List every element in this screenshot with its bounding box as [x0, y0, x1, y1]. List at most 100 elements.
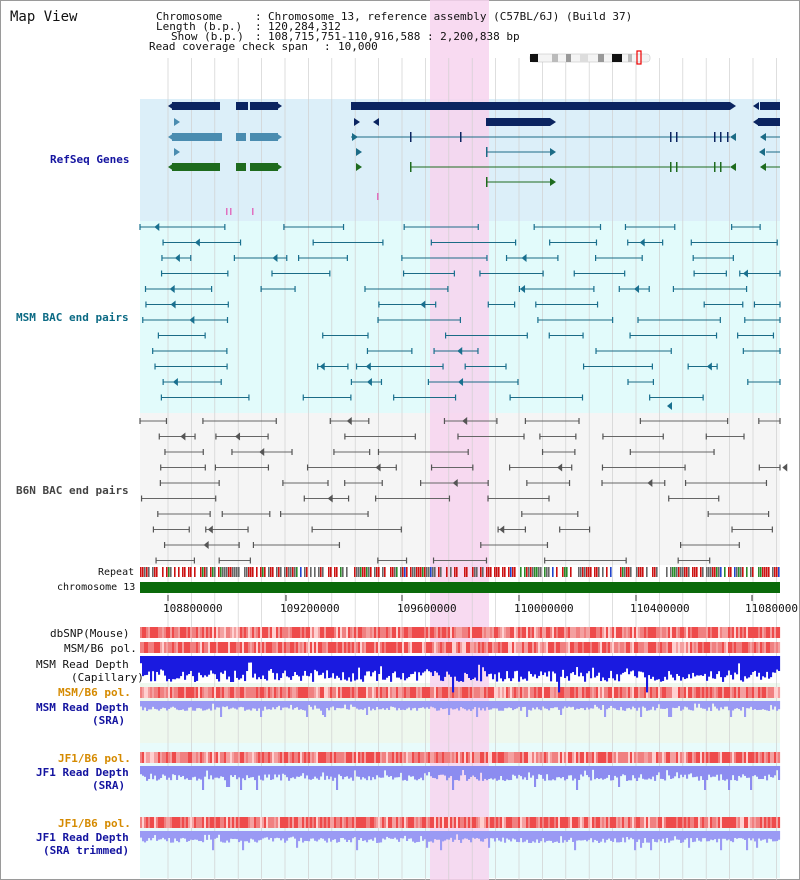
- polymorphism-cell: [744, 687, 747, 698]
- repeat-element: [766, 567, 768, 577]
- polymorphism-cell: [378, 642, 381, 653]
- polymorphism-cell: [230, 752, 233, 763]
- repeat-element: [496, 567, 498, 577]
- read-depth-bar: [494, 656, 497, 675]
- read-depth-bar: [600, 766, 603, 779]
- polymorphism-cell: [214, 752, 217, 763]
- read-depth-bar: [738, 766, 741, 776]
- read-depth-bar: [662, 656, 665, 682]
- track-label-b6n-bac[interactable]: B6N BAC end pairs: [16, 484, 129, 497]
- polymorphism-cell: [758, 817, 761, 828]
- read-depth-bar: [674, 831, 677, 837]
- read-depth-bar: [442, 701, 445, 710]
- polymorphism-cell: [514, 817, 517, 828]
- polymorphism-cell: [440, 642, 443, 653]
- read-depth-bar: [732, 701, 735, 711]
- read-depth-bar: [708, 766, 711, 775]
- read-depth-bar: [320, 831, 323, 839]
- track-label-msm-b6-pol[interactable]: MSM/B6 pol.: [64, 642, 137, 655]
- polymorphism-cell: [446, 642, 449, 653]
- repeat-element: [264, 567, 266, 577]
- polymorphism-cell: [226, 687, 229, 698]
- track-label-msm-depth-capillary[interactable]: MSM Read Depth: [36, 658, 129, 671]
- polymorphism-cell: [398, 752, 401, 763]
- read-depth-bar: [662, 766, 665, 780]
- read-depth-bar: [524, 701, 527, 707]
- read-depth-bar: [606, 701, 609, 710]
- polymorphism-cell: [196, 687, 199, 698]
- polymorphism-cell: [622, 687, 625, 698]
- polymorphism-cell: [412, 627, 415, 638]
- strand-arrow: [168, 163, 174, 171]
- read-depth-bar: [158, 831, 161, 840]
- track-label-refseq[interactable]: RefSeq Genes: [50, 153, 130, 166]
- read-depth-bar: [576, 831, 579, 841]
- track-label-msm-depth-sra[interactable]: MSM Read Depth: [36, 701, 129, 714]
- polymorphism-cell: [556, 627, 559, 638]
- track-label-jf1-depth-trimmed[interactable]: JF1 Read Depth: [36, 831, 129, 844]
- polymorphism-cell: [224, 627, 227, 638]
- polymorphism-cell: [162, 627, 165, 638]
- read-depth-bar: [230, 656, 233, 682]
- polymorphism-cell: [510, 627, 513, 638]
- polymorphism-cell: [350, 752, 353, 763]
- read-depth-bar: [204, 701, 207, 711]
- polymorphism-cell: [418, 687, 421, 698]
- read-depth-bar: [488, 701, 491, 710]
- read-depth-bar: [446, 701, 449, 709]
- polymorphism-cell: [396, 687, 399, 698]
- polymorphism-cell: [622, 642, 625, 653]
- track-label-msm-b6-pol-2[interactable]: MSM/B6 pol.: [58, 686, 131, 699]
- polymorphism-cell: [494, 687, 497, 698]
- read-depth-bar: [150, 831, 153, 841]
- repeat-element: [232, 567, 234, 577]
- polymorphism-cell: [304, 687, 307, 698]
- polymorphism-cell: [554, 817, 557, 828]
- track-label-dbsnp[interactable]: dbSNP(Mouse): [50, 627, 130, 640]
- polymorphism-cell: [424, 817, 427, 828]
- polymorphism-cell: [576, 627, 579, 638]
- polymorphism-cell: [770, 627, 773, 638]
- polymorphism-cell: [634, 817, 637, 828]
- polymorphism-cell: [450, 687, 453, 698]
- polymorphism-cell: [252, 817, 255, 828]
- track-label-msm-bac[interactable]: MSM BAC end pairs: [16, 311, 129, 324]
- repeat-element: [626, 567, 628, 577]
- read-depth-bar: [642, 701, 645, 707]
- polymorphism-cell: [290, 627, 293, 638]
- polymorphism-cell: [542, 642, 545, 653]
- polymorphism-cell: [410, 817, 413, 828]
- polymorphism-cell: [552, 817, 555, 828]
- polymorphism-cell: [692, 687, 695, 698]
- read-depth-bar: [734, 831, 737, 838]
- polymorphism-cell: [642, 752, 645, 763]
- track-label-repeat[interactable]: Repeat: [98, 567, 135, 578]
- read-depth-bar: [200, 766, 203, 780]
- polymorphism-cell: [394, 817, 397, 828]
- read-depth-bar: [560, 701, 563, 715]
- polymorphism-cell: [452, 627, 455, 638]
- polymorphism-cell: [480, 752, 483, 763]
- track-label-jf1-b6-pol[interactable]: JF1/B6 pol.: [58, 752, 131, 765]
- read-depth-bar: [312, 831, 315, 839]
- polymorphism-cell: [194, 752, 197, 763]
- gene-exon: [676, 162, 678, 172]
- polymorphism-cell: [192, 752, 195, 763]
- read-depth-bar: [234, 766, 237, 776]
- read-depth-bar: [276, 701, 279, 708]
- polymorphism-cell: [530, 817, 533, 828]
- track-label-jf1-b6-pol-2[interactable]: JF1/B6 pol.: [58, 817, 131, 830]
- read-depth-bar: [414, 831, 417, 843]
- polymorphism-cell: [768, 627, 771, 638]
- read-depth-bar: [568, 656, 571, 681]
- polymorphism-cell: [468, 642, 471, 653]
- read-depth-bar: [176, 766, 179, 780]
- polymorphism-cell: [308, 687, 311, 698]
- read-depth-bar: [336, 656, 339, 676]
- track-label-jf1-depth-sra[interactable]: JF1 Read Depth: [36, 766, 129, 779]
- polymorphism-cell: [390, 687, 393, 698]
- polymorphism-cell: [378, 687, 381, 698]
- polymorphism-cell: [742, 687, 745, 698]
- polymorphism-cell: [638, 752, 641, 763]
